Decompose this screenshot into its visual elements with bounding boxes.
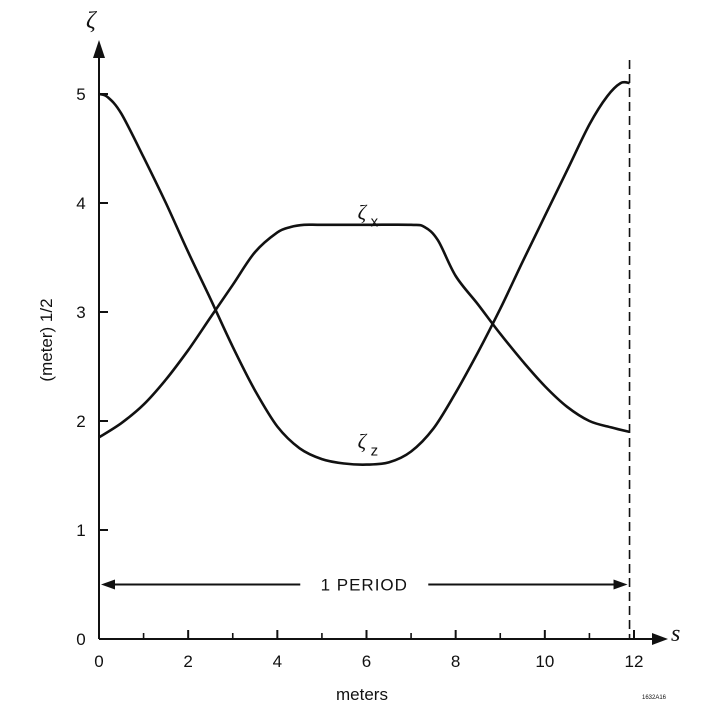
x-tick-label-8: 8 [451, 652, 460, 671]
y-tick-label-1: 1 [76, 521, 85, 540]
period-label: 1 PERIOD [321, 576, 408, 595]
period-arrowhead-right [613, 579, 628, 590]
series-label-zeta-x: ζ [358, 200, 368, 224]
axes [93, 40, 668, 645]
y-axis-title: (meter) 1/2 [37, 298, 56, 381]
x-tick-label-10: 10 [535, 652, 554, 671]
x-tick-label-12: 12 [625, 652, 644, 671]
x-tick-label-0: 0 [94, 652, 103, 671]
y-tick-label-0: 0 [76, 630, 85, 649]
series-line-zeta-x [98, 223, 630, 439]
x-axis-title: meters [336, 685, 388, 704]
series-label-sub-x: x [371, 213, 379, 230]
x-axis-symbol: s [671, 621, 680, 647]
curves: ζ xζ z [98, 80, 630, 466]
y-tick-label-5: 5 [76, 85, 85, 104]
x-tick-label-6: 6 [362, 652, 371, 671]
period-arrowhead-left [101, 579, 115, 590]
y-axis-arrowhead [93, 40, 105, 58]
series-label-zeta-z: ζ [358, 429, 368, 453]
annotations: 1 PERIOD [101, 60, 631, 639]
x-tick-label-4: 4 [273, 652, 282, 671]
y-axis-symbol: ζ [86, 8, 98, 34]
series-line-zeta-z [98, 80, 630, 466]
y-tick-label-3: 3 [76, 303, 85, 322]
series-label-sub-z: z [371, 442, 379, 459]
x-tick-label-2: 2 [183, 652, 192, 671]
x-axis-arrowhead [652, 633, 668, 645]
figure-id: 1632A16 [642, 695, 667, 701]
y-tick-label-4: 4 [76, 194, 85, 213]
y-tick-label-2: 2 [76, 412, 85, 431]
